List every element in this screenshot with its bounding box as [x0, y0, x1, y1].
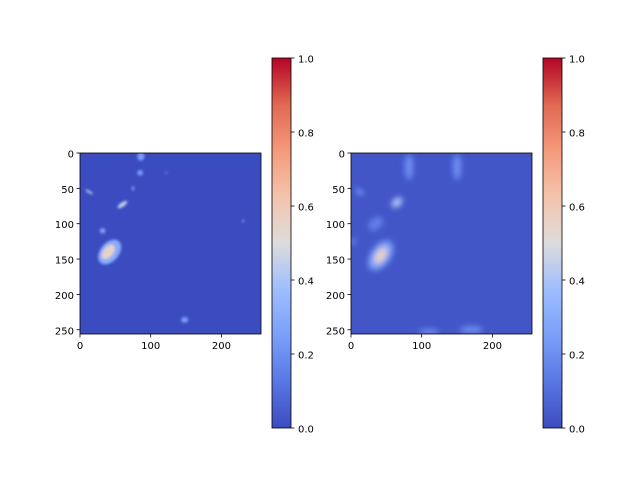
x-tick-label: 100	[141, 341, 160, 352]
colorbar-left: 0.0 0.2 0.4 0.6 0.8 1.0	[271, 55, 314, 436]
heatmap-background	[351, 153, 532, 334]
colorbar-tick-label: 0.4	[298, 277, 314, 288]
plot-frame	[79, 152, 262, 335]
x-tick-label: 100	[412, 341, 431, 352]
y-tick-label: 250	[55, 326, 74, 337]
heatmap-right: 0 100 200 0 50 100 150 200 250	[326, 150, 533, 352]
x-axis-ticks: 0 100 200	[77, 334, 231, 352]
colorbar-tick-label: 0.2	[298, 351, 314, 362]
heatmap-blob	[242, 219, 245, 223]
colorbar-gradient	[542, 57, 563, 429]
colorbar-gradient	[271, 57, 292, 429]
colorbar-right: 0.0 0.2 0.4 0.6 0.8 1.0	[542, 55, 585, 436]
colorbar-ticks: 0.0 0.2 0.4 0.6 0.8 1.0	[291, 55, 314, 436]
heatmap-blob	[85, 189, 93, 195]
heatmap-blob	[459, 326, 483, 334]
x-tick-label: 0	[77, 341, 83, 352]
y-tick-label: 200	[55, 291, 74, 302]
plot-frame	[350, 152, 533, 335]
y-tick-label: 100	[55, 220, 74, 231]
y-tick-label: 0	[68, 150, 74, 161]
y-tick-label: 50	[332, 185, 345, 196]
colorbar-tick-label: 0.4	[569, 277, 585, 288]
heatmap-blob	[404, 154, 414, 180]
heatmap-blob	[165, 171, 168, 174]
heatmap-blob	[368, 216, 384, 231]
heatmap-blob	[452, 154, 462, 180]
y-tick-label: 100	[326, 220, 345, 231]
heatmap-blob	[355, 188, 364, 195]
heatmap-left: 0 100 200 0 50 100 150 200 250	[55, 150, 262, 352]
colorbar-tick-label: 0.8	[569, 129, 585, 140]
colorbar-tick-label: 0.8	[298, 129, 314, 140]
colorbar-tick-label: 1.0	[298, 55, 314, 66]
heatmap-blob	[99, 227, 106, 234]
colorbar-ticks: 0.0 0.2 0.4 0.6 0.8 1.0	[562, 55, 585, 436]
colorbar-tick-label: 0.6	[298, 203, 314, 214]
colorbar-tick-label: 0.2	[569, 351, 585, 362]
heatmap-blob	[374, 247, 388, 264]
y-tick-label: 0	[339, 150, 345, 161]
y-tick-label: 200	[326, 291, 345, 302]
x-tick-label: 200	[212, 341, 231, 352]
heatmap-blobs	[351, 154, 483, 334]
heatmap-blob	[351, 238, 356, 245]
colorbar-tick-label: 1.0	[569, 55, 585, 66]
y-axis-ticks: 0 50 100 150 200 250	[326, 150, 351, 337]
x-tick-label: 200	[483, 341, 502, 352]
heatmap-blob	[418, 329, 439, 334]
heatmap-blob	[181, 317, 189, 323]
heatmap-blob	[101, 244, 115, 260]
colorbar-tick-label: 0.0	[569, 425, 585, 436]
heatmap-blob	[117, 200, 128, 209]
heatmap-blob	[137, 169, 143, 176]
y-axis-ticks: 0 50 100 150 200 250	[55, 150, 80, 337]
heatmap-blob	[131, 186, 135, 191]
colorbar-tick-label: 0.6	[569, 203, 585, 214]
heatmap-blobs	[85, 153, 245, 323]
y-tick-label: 250	[326, 326, 345, 337]
y-tick-label: 150	[326, 256, 345, 267]
x-axis-ticks: 0 100 200	[348, 334, 502, 352]
heatmap-blob	[391, 197, 403, 208]
heatmap-blob	[137, 153, 145, 161]
x-tick-label: 0	[348, 341, 354, 352]
y-tick-label: 150	[55, 256, 74, 267]
y-tick-label: 50	[61, 185, 74, 196]
colorbar-tick-label: 0.0	[298, 425, 314, 436]
